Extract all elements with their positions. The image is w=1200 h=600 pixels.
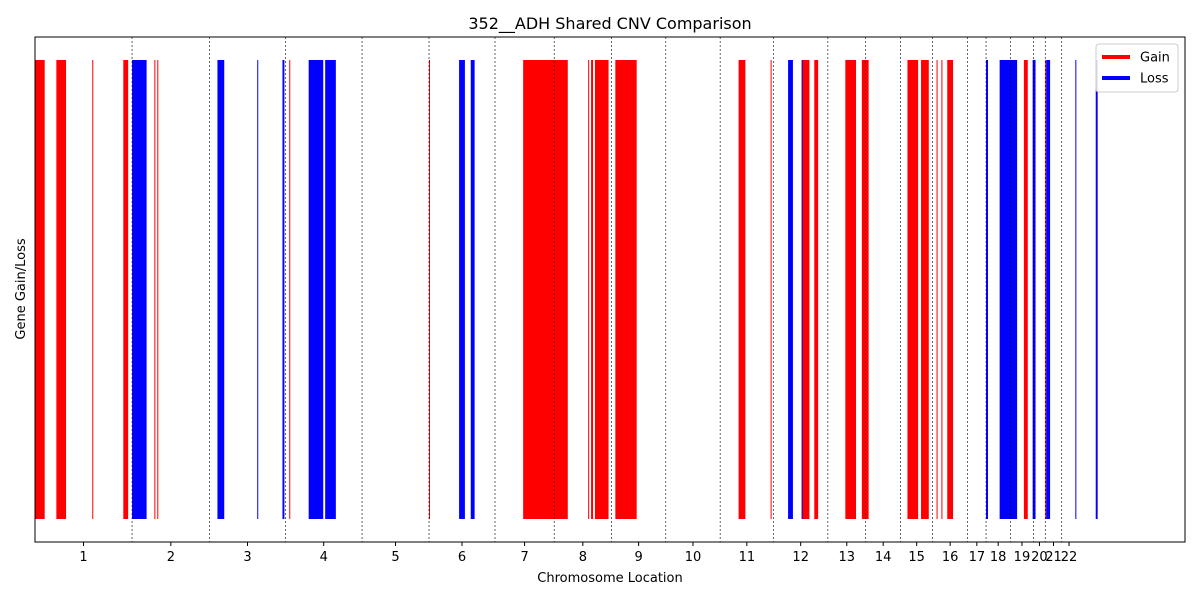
- gain-region-bar: [56, 60, 67, 519]
- gain-region-bar: [615, 60, 637, 519]
- x-tick-label: 19: [1014, 550, 1031, 565]
- x-axis-label: Chromosome Location: [537, 571, 682, 586]
- loss-region-bar: [257, 60, 259, 519]
- loss-region-bar: [308, 60, 324, 519]
- x-tick-label: 16: [942, 550, 959, 565]
- gain-region-bar: [1045, 60, 1047, 519]
- gain-legend-label: Gain: [1140, 51, 1170, 66]
- gain-region-bar: [770, 60, 772, 519]
- loss-region-bar: [1032, 60, 1036, 519]
- gain-region-bar: [289, 60, 291, 519]
- gain-region-bar: [588, 60, 590, 519]
- x-tick-label: 3: [243, 550, 251, 565]
- x-tick-label: 22: [1061, 550, 1078, 565]
- y-axis-label: Gene Gain/Loss: [14, 238, 29, 339]
- loss-region-bar: [470, 60, 475, 519]
- gain-region-bar: [35, 60, 45, 519]
- cnv-bars: [35, 60, 1098, 519]
- gain-region-bar: [941, 60, 943, 519]
- loss-region-bar: [1075, 60, 1077, 519]
- x-tick-label: 7: [520, 550, 528, 565]
- gain-region-bar: [845, 60, 857, 519]
- loss-region-bar: [1046, 60, 1051, 519]
- chart-title: 352__ADH Shared CNV Comparison: [468, 14, 751, 34]
- x-tick-label: 4: [320, 550, 328, 565]
- x-tick-label: 15: [908, 550, 925, 565]
- chromosome-boundaries: [131, 37, 1063, 542]
- x-tick-label: 21: [1045, 550, 1062, 565]
- loss-region-bar: [987, 60, 989, 519]
- x-tick-label: 8: [579, 550, 587, 565]
- loss-region-bar: [325, 60, 336, 519]
- x-tick-label: 1: [79, 550, 87, 565]
- x-tick-label: 10: [685, 550, 702, 565]
- gain-region-bar: [157, 60, 159, 519]
- loss-legend-label: Loss: [1140, 72, 1169, 87]
- loss-region-bar: [788, 60, 793, 519]
- loss-region-bar: [1095, 60, 1098, 519]
- x-tick-label: 6: [458, 550, 466, 565]
- gain-region-bar: [591, 60, 594, 519]
- x-tick-label: 13: [839, 550, 856, 565]
- loss-region-bar: [459, 60, 465, 519]
- gain-region-bar: [936, 60, 938, 519]
- gain-region-bar: [594, 60, 609, 519]
- gain-region-bar: [154, 60, 156, 519]
- gain-region-bar: [123, 60, 129, 519]
- loss-region-bar: [282, 60, 285, 519]
- gain-region-bar: [814, 60, 819, 519]
- x-tick-label: 14: [875, 550, 892, 565]
- gain-region-bar: [92, 60, 94, 519]
- loss-region-bar: [986, 60, 988, 519]
- gain-region-bar: [947, 60, 954, 519]
- loss-region-bar: [801, 60, 803, 519]
- x-tick-label: 5: [391, 550, 399, 565]
- loss-region-bar: [217, 60, 225, 519]
- loss-region-bar: [132, 60, 147, 519]
- gain-region-bar: [801, 60, 810, 519]
- x-tick-label: 2: [167, 550, 175, 565]
- loss-region-bar: [999, 60, 1018, 519]
- x-tick-label: 9: [634, 550, 642, 565]
- gain-region-bar: [861, 60, 869, 519]
- x-tick-label: 18: [990, 550, 1007, 565]
- legend: Gain Loss: [1095, 43, 1179, 93]
- gain-region-bar: [738, 60, 746, 519]
- gain-region-bar: [907, 60, 919, 519]
- x-tick-label: 20: [1031, 550, 1048, 565]
- plot-frame: [34, 36, 1186, 543]
- gain-region-bar: [1023, 60, 1028, 519]
- x-tick-label: 12: [792, 550, 809, 565]
- x-tick-label: 17: [969, 550, 986, 565]
- gain-region-bar: [921, 60, 929, 519]
- gain-region-bar: [523, 60, 568, 519]
- gain-region-bar: [429, 60, 431, 519]
- x-tick-label: 11: [739, 550, 756, 565]
